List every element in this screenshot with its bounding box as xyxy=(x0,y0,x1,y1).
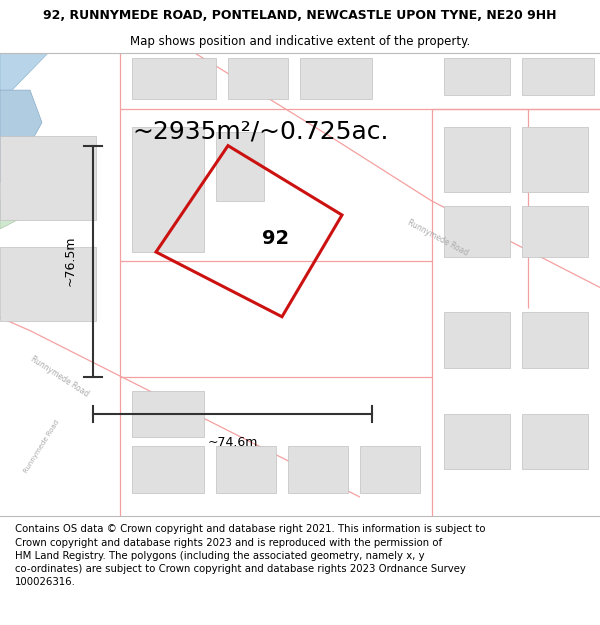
Text: 92, RUNNYMEDE ROAD, PONTELAND, NEWCASTLE UPON TYNE, NE20 9HH: 92, RUNNYMEDE ROAD, PONTELAND, NEWCASTLE… xyxy=(43,9,557,22)
Bar xyxy=(522,58,594,95)
Bar xyxy=(444,312,510,368)
Bar xyxy=(132,446,204,493)
Polygon shape xyxy=(0,90,42,182)
Text: Map shows position and indicative extent of the property.: Map shows position and indicative extent… xyxy=(130,35,470,48)
Bar xyxy=(444,206,510,257)
Bar xyxy=(522,206,588,257)
Bar xyxy=(522,414,588,469)
Bar xyxy=(0,136,96,219)
Bar xyxy=(132,127,204,252)
Bar xyxy=(132,58,216,99)
Text: Runnymede Road: Runnymede Road xyxy=(23,419,61,474)
Bar xyxy=(0,248,96,321)
Text: 92: 92 xyxy=(262,229,290,248)
Text: ~2935m²/~0.725ac.: ~2935m²/~0.725ac. xyxy=(132,120,389,144)
Text: Contains OS data © Crown copyright and database right 2021. This information is : Contains OS data © Crown copyright and d… xyxy=(15,524,485,587)
Bar xyxy=(360,446,420,493)
Polygon shape xyxy=(0,164,60,229)
Bar xyxy=(522,127,588,192)
Text: Runnymede Road: Runnymede Road xyxy=(29,355,91,399)
Bar xyxy=(444,127,510,192)
Bar xyxy=(216,446,276,493)
Text: ~76.5m: ~76.5m xyxy=(63,236,76,286)
Bar xyxy=(300,58,372,99)
Bar xyxy=(288,446,348,493)
Bar xyxy=(444,414,510,469)
Bar xyxy=(132,391,204,437)
Text: ~74.6m: ~74.6m xyxy=(208,436,257,449)
Bar xyxy=(216,132,264,201)
Polygon shape xyxy=(0,53,48,146)
Bar xyxy=(522,312,588,368)
Bar xyxy=(444,58,510,95)
Bar xyxy=(228,58,288,99)
Text: Runnymede Road: Runnymede Road xyxy=(406,218,470,258)
